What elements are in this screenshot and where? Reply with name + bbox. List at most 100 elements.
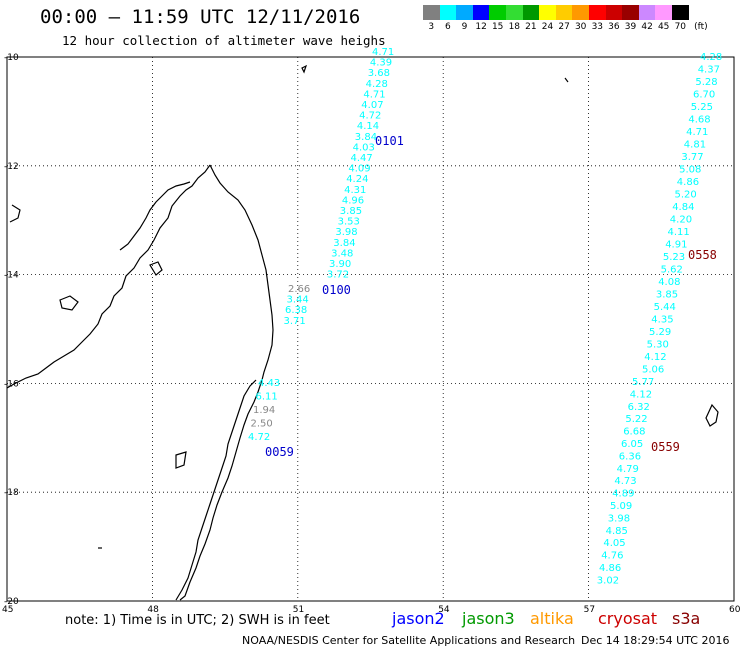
lat-tick-label: -16 [4,379,19,389]
scale-label: 3 [428,22,435,32]
scale-swatch [505,5,523,20]
swh-value: 3.85 [340,206,362,217]
swh-value: 4.12 [630,389,652,400]
scale-label: 42 [641,22,653,32]
swh-value: 4.79 [617,464,639,475]
swh-value: 4.76 [601,551,623,562]
scale-label: 24 [541,22,554,32]
swh-value: 3.71 [284,316,306,327]
swh-value: 4.28 [366,79,388,90]
credit-right: Dec 14 18:29:54 UTC 2016 [581,634,730,647]
lat-tick-label: -20 [4,597,19,607]
track-0559: 5.774.12 6.325.22 6.686.056.36 4.794.73 4.89… [597,377,680,586]
swh-value: 5.30 [647,340,669,351]
swh-value: 4.96 [342,195,364,206]
track-0101: 4.714.393.684.284.714.074.724.143.844.03… [327,47,404,281]
track-time-label: 0101 [375,134,404,148]
swh-value: 5.62 [661,265,683,276]
track-0558: 4.28 4.375.28 6.705.25 4.684.71 4.813.77 5.08… [642,52,722,376]
swh-value: 3.53 [338,217,360,228]
lat-tick-label: -10 [4,53,19,63]
scale-label: 45 [657,22,670,32]
swh-value: 3.90 [329,259,351,270]
scale-swatch [671,5,689,20]
swh-value: 4.03 [353,142,375,153]
swh-value: 4.39 [370,58,392,69]
scale-label: 30 [574,22,587,32]
footer-note: note: 1) Time is in UTC; 2) SWH is in fe… [65,613,330,628]
scale-swatch [588,5,606,20]
legend-item-jason2: jason2 [392,609,445,628]
swh-value: 3.68 [368,68,390,79]
swh-value: 5.22 [625,414,647,425]
lat-tick-label: -12 [4,162,19,172]
scale-swatch [655,5,672,20]
scale-swatch [555,5,573,20]
swh-value: 5.09 [610,501,632,512]
track-time-label: 0558 [688,248,717,262]
swh-value: 4.85 [606,526,628,537]
swh-value: 4.72 [248,432,270,443]
scale-label: (ft) [694,22,708,32]
credit-left: NOAA/NESDIS Center for Satellite Applica… [242,634,576,647]
swh-value: 4.86 [677,177,699,188]
swh-value: 4.86 [599,563,621,574]
swh-value: 4.07 [361,100,383,111]
scale-label: 6 [445,22,451,32]
scale-label: 18 [508,22,521,32]
scale-label: 12 [475,22,487,32]
swh-value: 4.47 [351,153,373,164]
swh-value: 1.94 [253,405,275,416]
scale-swatch [423,5,440,20]
scale-swatch [522,5,540,20]
swh-value: 4.14 [357,121,379,132]
scale-label: 36 [608,22,620,32]
swh-value: 3.84 [355,132,377,143]
coastline [6,64,719,601]
color-scale-bar [423,5,689,20]
swh-value: 4.84 [672,202,694,213]
swh-value: 4.71 [686,127,708,138]
swh-value: 3.77 [681,152,703,163]
swh-value: 5.28 [695,77,717,88]
swh-value: 4.73 [614,476,636,487]
swh-value: 4.20 [670,215,692,226]
swh-value: 6.68 [623,427,645,438]
scale-label: 9 [461,22,468,32]
scale-label: 15 [491,22,504,32]
lon-tick-label: 54 [438,605,450,615]
scale-swatch [622,5,639,20]
scale-swatch [456,5,473,20]
swh-value: 4.89 [612,489,634,500]
swh-value: 4.31 [344,185,366,196]
swh-value: 6.05 [621,439,643,450]
track-time-label: 0100 [322,283,351,297]
altimeter-tracks: 4.714.393.684.284.714.074.724.143.844.03… [248,47,722,586]
legend-item-cryosat: cryosat [598,609,658,628]
swh-value: 4.37 [698,65,720,76]
lon-tick-label: 60 [729,605,740,615]
swh-value: 4.71 [372,47,394,58]
swh-value: 3.02 [597,575,619,586]
swh-value: 2.50 [251,419,273,430]
swh-value: 4.43 [258,378,280,389]
swh-value: 4.09 [348,164,370,175]
swh-value: 4.68 [688,115,710,126]
legend-item-jason3: jason3 [462,609,515,628]
swh-value: 6.38 [285,305,307,316]
swh-value: 3.98 [335,227,357,238]
swh-value: 2.66 [288,284,310,295]
scale-swatch [638,5,656,20]
scale-swatch [539,5,556,20]
swh-value: 5.08 [679,165,701,176]
swh-value: 4.71 [363,89,385,100]
lon-tick-label: 48 [147,605,159,615]
lat-tick-label: -14 [4,271,19,281]
swh-value: 6.11 [256,392,278,403]
swh-value: 6.70 [693,90,715,101]
track-time-label: 0559 [651,440,680,454]
swh-value: 4.08 [658,277,680,288]
swh-value: 4.12 [644,352,666,363]
scale-swatch [572,5,589,20]
scale-swatch [605,5,623,20]
